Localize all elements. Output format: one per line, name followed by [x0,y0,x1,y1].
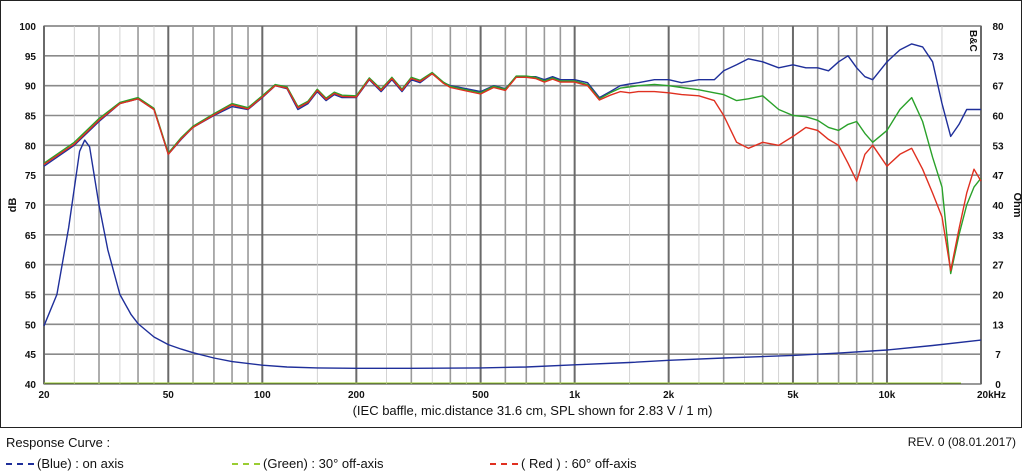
legend-entry-red: ( Red ) : 60° off-axis [490,456,637,471]
y-tick-label: 80 [25,141,37,152]
y2-tick-label: 73 [992,52,1004,63]
series-line-2 [43,72,982,272]
legend-swatch [232,462,260,465]
y2-tick-label: 20 [992,291,1004,302]
x-tick-label: 2k [663,390,675,401]
x-tick-label: 20 [38,390,50,401]
series-line-3 [43,139,982,369]
y-tick-label: 60 [25,261,37,272]
y2-tick-label: 47 [992,171,1004,182]
y-tick-label: 90 [25,82,37,93]
y-tick-label: 40 [25,380,37,391]
series-line-1 [43,71,982,275]
x-tick-label: 1k [569,390,581,401]
x-tick-label: 50 [163,390,175,401]
y2-tick-label: 7 [995,350,1001,361]
legend-label: (Blue) : on axis [37,456,124,471]
y-tick-label: 70 [25,201,37,212]
x-tick-label: 5k [787,390,799,401]
y-tick-label: 65 [25,231,37,242]
y2-tick-label: 67 [992,82,1004,93]
legend-swatch [6,462,34,465]
brand-mark: B&C [967,30,978,52]
y2-tick-label: 40 [992,201,1004,212]
legend-entry-green: (Green) : 30° off-axis [232,456,384,471]
x-axis-caption: (IEC baffle, mic.distance 31.6 cm, SPL s… [353,403,713,418]
y-tick-label: 45 [25,350,37,361]
legend-entry-blue: (Blue) : on axis [6,456,124,471]
y-tick-label: 75 [25,171,37,182]
y2-tick-label: 0 [995,380,1001,391]
y2-tick-label: 33 [992,231,1004,242]
y2-tick-label: 53 [992,141,1004,152]
x-tick-label: 500 [472,390,489,401]
revision-label: REV. 0 (08.01.2017) [907,435,1016,449]
y-tick-label: 55 [25,291,37,302]
legend-swatch [490,462,518,465]
x-tick-label: 10k [879,390,896,401]
legend-label: ( Red ) : 60° off-axis [521,456,637,471]
y-tick-label: 100 [19,22,36,33]
y2-tick-label: 27 [992,261,1004,272]
y-tick-label: 85 [25,112,37,123]
y2-tick-label: 80 [992,22,1004,33]
chart-frame [0,0,1022,428]
x-tick-label: 100 [254,390,271,401]
footer-title: Response Curve : [6,435,111,450]
x-tick-label: 20kHz [977,390,1006,401]
legend-label: (Green) : 30° off-axis [263,456,384,471]
x-tick-label: 200 [348,390,365,401]
y2-tick-label: 13 [992,320,1004,331]
y-tick-label: 95 [25,52,37,63]
frequency-response-chart: 20 50 100 200 500 1k 2k 5k 10k 20kHz1009590858075… [7,22,1023,418]
y2-axis-label: Ohm [1011,192,1023,217]
y-tick-label: 50 [25,320,37,331]
y2-tick-label: 60 [992,112,1004,123]
y-axis-label: dB [7,198,19,213]
